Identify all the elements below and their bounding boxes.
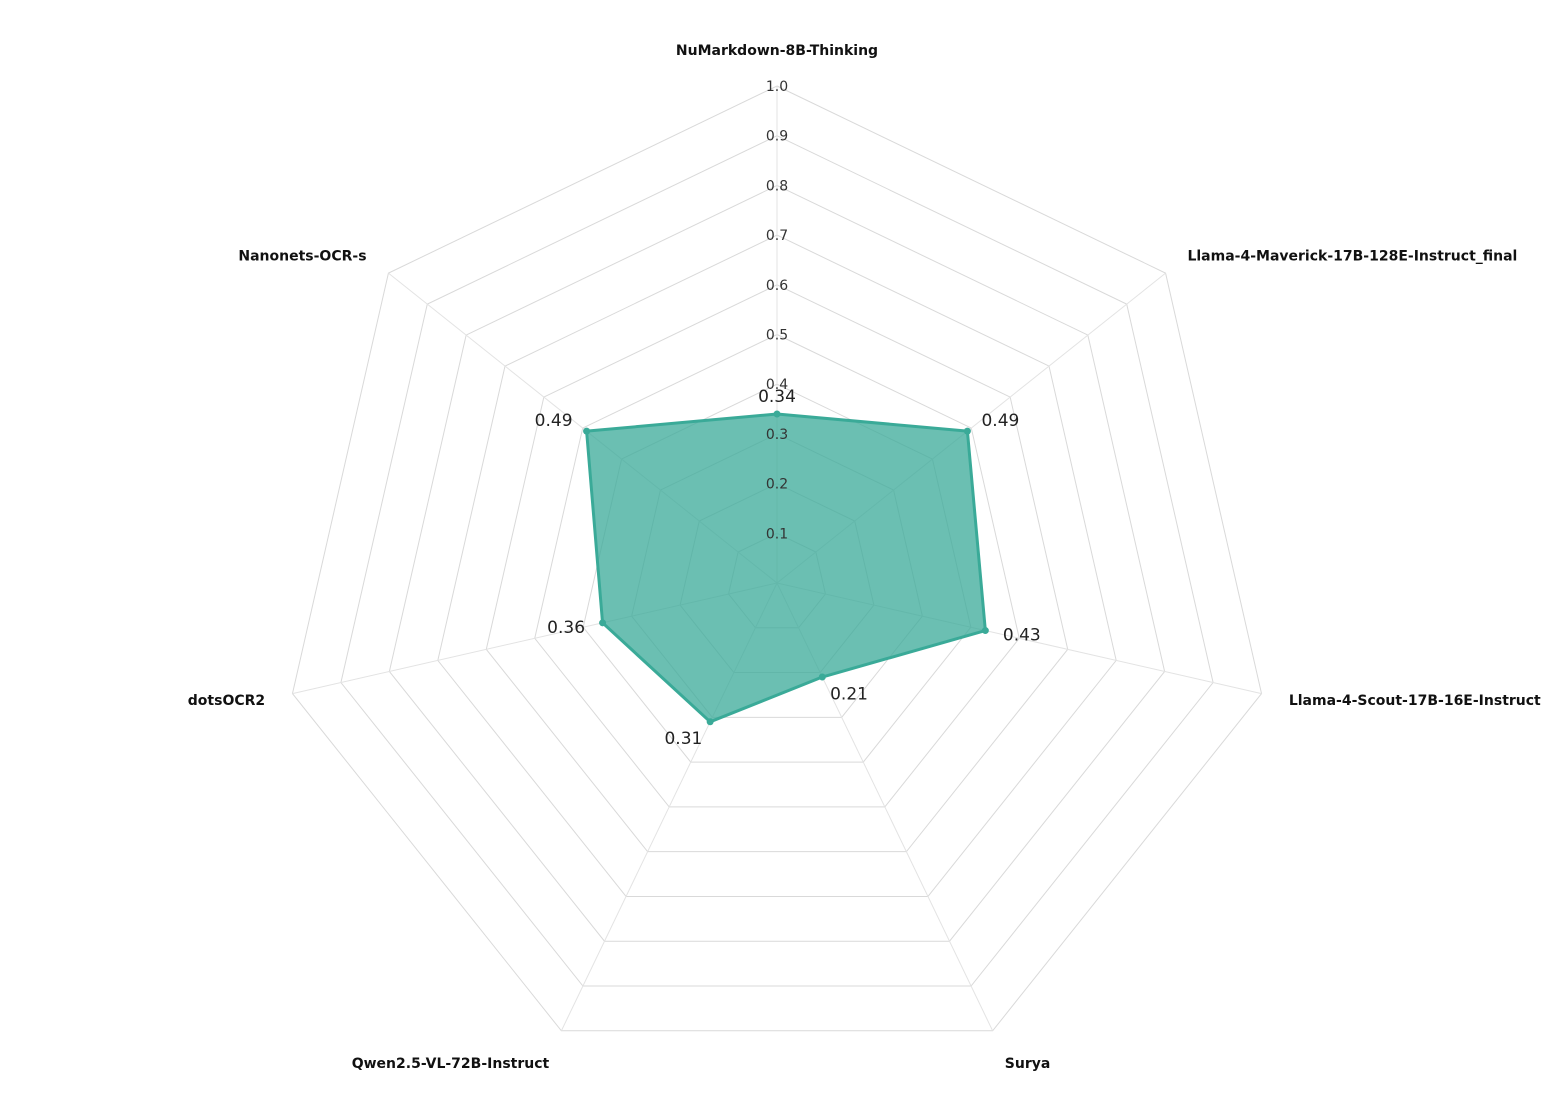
data-point-7[interactable]: [583, 427, 591, 435]
grid-ring-9: [340, 135, 1214, 987]
value-label-6: 0.36: [547, 618, 585, 638]
value-label-3: 0.43: [1003, 626, 1041, 646]
value-label-4: 0.21: [830, 684, 868, 704]
data-point-1[interactable]: [773, 410, 781, 418]
axis-label-5: Qwen2.5-VL-72B-Instruct: [352, 1056, 550, 1072]
radial-tick-labels: 0.1 0.2 0.3 0.4 0.5 0.6 0.7 0.8 0.9 1.0: [766, 79, 788, 542]
value-label-1: 0.34: [758, 387, 796, 407]
grid-ring-6: [485, 284, 1069, 853]
data-point-6[interactable]: [599, 619, 607, 627]
data-point-2[interactable]: [963, 427, 971, 435]
axis-label-4: Surya: [1005, 1056, 1051, 1072]
grid-ring-10: [291, 85, 1263, 1032]
radar-series: [583, 410, 989, 726]
tick-label-9: 0.9: [766, 129, 788, 145]
grid-ring-5: [534, 333, 1020, 808]
axis-label-3: Llama-4-Scout-17B-16E-Instruct: [1289, 693, 1541, 709]
tick-label-6: 0.6: [766, 278, 788, 294]
data-point-4[interactable]: [818, 673, 826, 681]
grid-ring-8: [388, 184, 1166, 942]
axis-label-7: Nanonets-OCR-s: [238, 249, 366, 265]
series-area-1: [585, 412, 987, 724]
tick-label-2: 0.2: [766, 477, 788, 493]
axis-label-6: dotsOCR2: [188, 693, 265, 709]
axis-labels: NuMarkdown-8B-Thinking Llama-4-Maverick-1…: [188, 43, 1541, 1072]
value-label-2: 0.49: [981, 411, 1019, 431]
tick-label-8: 0.8: [766, 178, 788, 194]
value-labels: 0.34 0.49 0.43 0.21 0.31 0.36 0.49: [535, 387, 1041, 749]
grid-ring-7: [437, 234, 1117, 897]
tick-label-1: 0.1: [766, 526, 788, 542]
tick-label-4: 0.4: [766, 377, 788, 393]
tick-label-5: 0.5: [766, 328, 788, 344]
tick-label-3: 0.3: [766, 427, 788, 443]
data-point-5[interactable]: [706, 718, 714, 726]
value-label-7: 0.49: [535, 411, 573, 431]
tick-label-7: 0.7: [766, 228, 788, 244]
tick-label-10: 1.0: [766, 79, 788, 95]
axis-label-1: NuMarkdown-8B-Thinking: [676, 43, 878, 59]
data-point-3[interactable]: [981, 627, 989, 635]
value-label-5: 0.31: [664, 729, 702, 749]
axis-label-2: Llama-4-Maverick-17B-128E-Instruct_final: [1187, 249, 1517, 265]
